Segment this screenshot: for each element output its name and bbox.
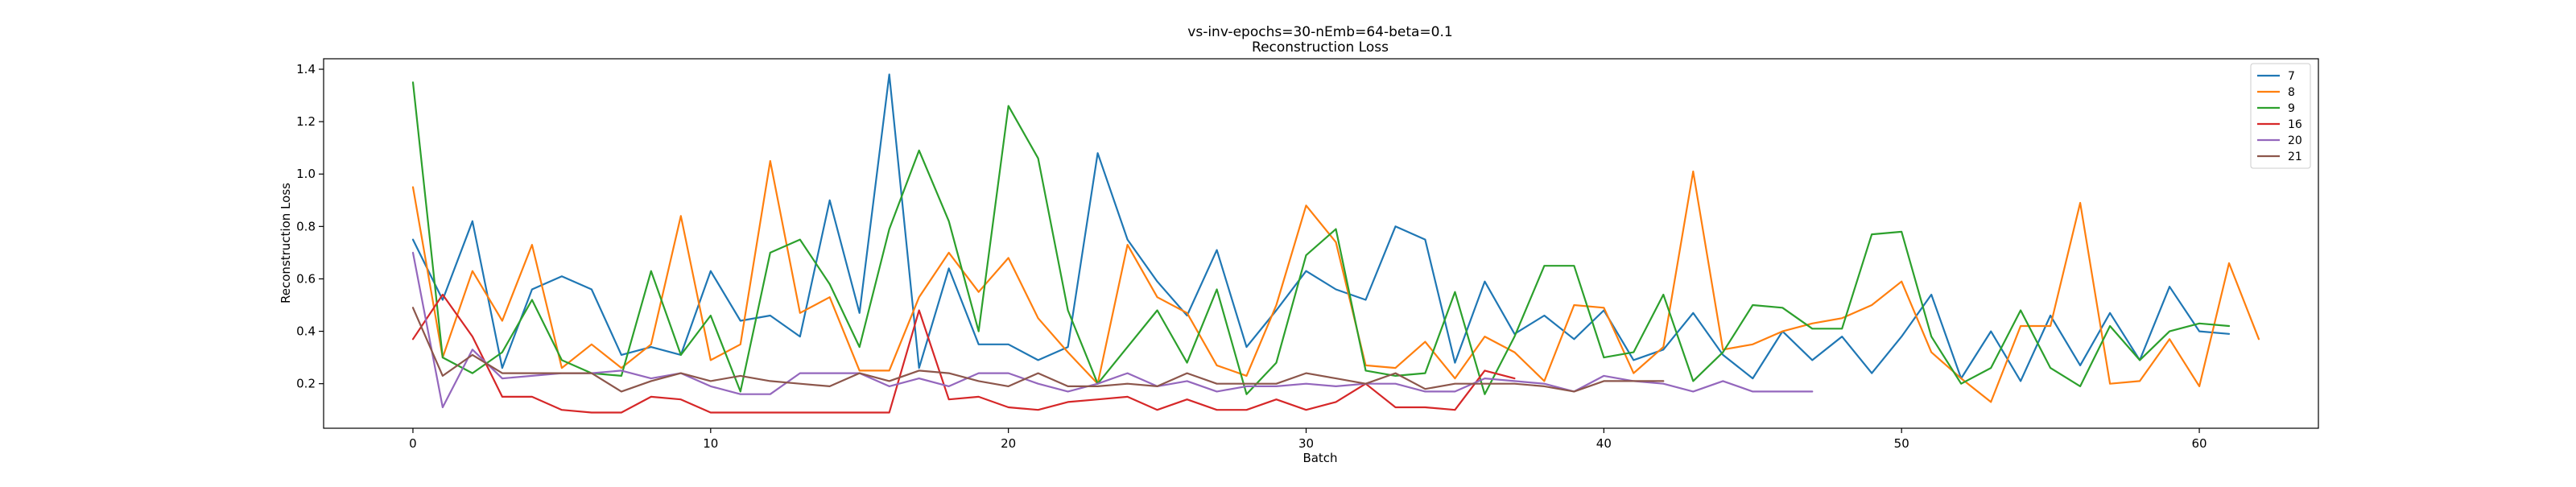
legend-label: 8: [2288, 86, 2295, 99]
y-tick-label: 0.8: [296, 219, 316, 233]
chart-subtitle: Reconstruction Loss: [1252, 39, 1389, 56]
plot-area: 0 10 20 30 40 50 60 0.2 0.4 0.6 0.8 1.0 1.2 1.4: [296, 58, 2319, 451]
series-line-16: [411, 293, 1516, 414]
x-tick-label: 50: [1894, 436, 1909, 451]
y-tick-label: 1.4: [296, 62, 316, 76]
y-tick-label: 0.4: [296, 324, 316, 339]
y-tick-label: 1.0: [296, 167, 316, 181]
series-line-21: [411, 307, 1665, 393]
y-tick-label: 1.2: [296, 114, 316, 129]
x-tick-label: 0: [409, 436, 417, 451]
y-axis-label: Reconstruction Loss: [279, 183, 293, 303]
x-tick-label: 60: [2192, 436, 2207, 451]
legend-label: 16: [2288, 118, 2302, 131]
series-line-9: [411, 81, 2231, 395]
legend-label: 7: [2288, 70, 2295, 83]
x-tick-label: 30: [1298, 436, 1314, 451]
chart-title: vs-inv-epochs=30-nEmb=64-beta=0.1: [1187, 24, 1452, 40]
y-tick-label: 0.2: [296, 377, 316, 391]
legend-label: 20: [2288, 134, 2302, 147]
x-tick-label: 10: [703, 436, 718, 451]
x-tick-label: 40: [1596, 436, 1612, 451]
series-line-7: [411, 73, 2231, 382]
legend-label: 21: [2288, 151, 2302, 163]
legend: 7 8 9 16 20 21: [2250, 63, 2311, 169]
x-axis-label: Batch: [1302, 451, 1337, 465]
y-tick-label: 0.6: [296, 271, 316, 286]
series-line-8: [411, 159, 2260, 403]
legend-label: 9: [2288, 102, 2295, 115]
axes-frame: [323, 58, 2319, 429]
x-tick-label: 20: [1001, 436, 1016, 451]
legend-box: [2250, 63, 2311, 169]
